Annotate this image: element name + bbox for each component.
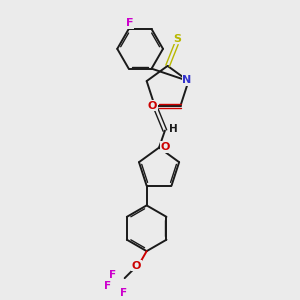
Text: F: F <box>120 288 127 298</box>
Text: O: O <box>148 101 158 111</box>
Text: O: O <box>132 261 141 271</box>
Text: F: F <box>110 270 116 280</box>
Text: F: F <box>125 18 133 28</box>
Text: N: N <box>182 76 192 85</box>
Text: H: H <box>169 124 178 134</box>
Text: F: F <box>103 281 111 291</box>
Text: O: O <box>161 142 170 152</box>
Text: S: S <box>173 34 181 44</box>
